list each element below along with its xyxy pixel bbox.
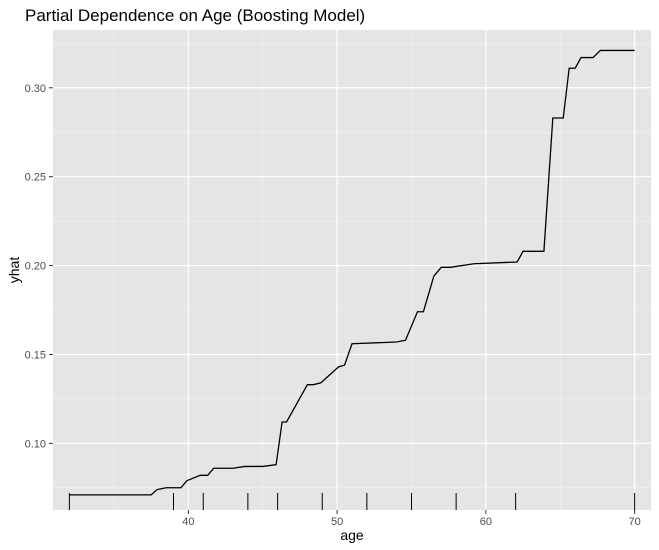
y-tick-label: 0.20: [25, 261, 46, 273]
y-tick-label: 0.25: [25, 172, 46, 184]
rug-marks: [68, 493, 636, 510]
x-tick-label: 50: [331, 516, 343, 528]
y-tick-label: 0.10: [25, 438, 46, 450]
y-tick-label: 0.30: [25, 83, 46, 95]
x-axis-ticks: 40 50 60 70: [182, 510, 641, 528]
y-axis-ticks: 0.10 0.15 0.20 0.25 0.30: [25, 83, 53, 450]
plot-panel: [53, 30, 651, 510]
y-tick-label: 0.15: [25, 349, 46, 361]
x-tick-label: 40: [182, 516, 194, 528]
x-tick-label: 60: [480, 516, 492, 528]
chart-title: Partial Dependence on Age (Boosting Mode…: [25, 6, 365, 25]
x-tick-label: 70: [629, 516, 641, 528]
y-axis-label: yhat: [6, 257, 22, 284]
x-axis-label: age: [340, 527, 364, 543]
major-gridlines: [53, 30, 651, 510]
series-line: [69, 49, 635, 496]
minor-gridlines: [53, 30, 651, 510]
